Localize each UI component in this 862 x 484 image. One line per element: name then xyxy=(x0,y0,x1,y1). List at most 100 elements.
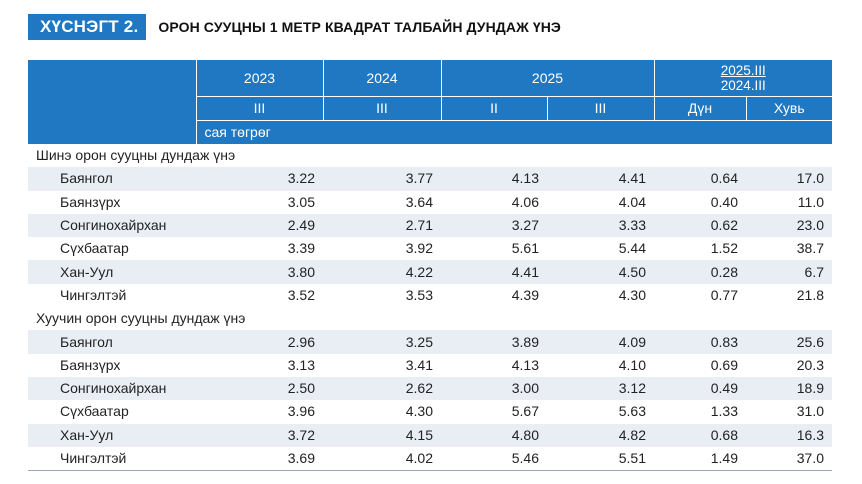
price-cell: 5.46 xyxy=(441,446,547,472)
price-cell: 3.52 xyxy=(196,283,323,308)
change-percent-cell: 37.0 xyxy=(746,446,833,472)
price-cell: 2.62 xyxy=(323,376,441,401)
district-name: Хан-Уул xyxy=(28,423,196,447)
table-row: Баянгол 2.96 3.25 3.89 4.09 0.83 25.6 xyxy=(28,330,833,354)
price-cell: 3.12 xyxy=(547,376,654,401)
table-title-text: ОРОН СУУЦНЫ 1 МЕТР КВАДРАТ ТАЛБАЙН ДУНДА… xyxy=(158,19,561,35)
price-cell: 4.13 xyxy=(441,167,547,191)
price-cell: 3.00 xyxy=(441,376,547,401)
district-name: Сонгинохайрхан xyxy=(28,376,196,401)
price-cell: 4.30 xyxy=(323,400,441,424)
district-name: Баянзүрх xyxy=(28,353,196,377)
header-unit: сая төгрөг xyxy=(196,120,833,144)
price-cell: 3.39 xyxy=(196,237,323,261)
change-amount-cell: 0.40 xyxy=(654,190,746,214)
table-title: ХҮСНЭГТ 2. ОРОН СУУЦНЫ 1 МЕТР КВАДРАТ ТА… xyxy=(28,14,561,40)
table-row: Сонгинохайрхан 2.49 2.71 3.27 3.33 0.62 23.0 xyxy=(28,213,833,238)
price-cell: 4.13 xyxy=(441,353,547,377)
table-row: Баянгол 3.22 3.77 4.13 4.41 0.64 17.0 xyxy=(28,167,833,191)
price-cell: 4.39 xyxy=(441,283,547,308)
price-cell: 4.82 xyxy=(547,423,654,447)
header-row-years: 2023 2024 2025 2025.III 2024.III xyxy=(28,60,833,144)
district-name: Чингэлтэй xyxy=(28,283,196,308)
price-cell: 4.15 xyxy=(323,423,441,447)
district-name: Баянзүрх xyxy=(28,190,196,214)
district-name: Сүхбаатар xyxy=(28,400,196,424)
price-cell: 5.44 xyxy=(547,237,654,261)
district-name: Баянгол xyxy=(28,167,196,191)
header-corner xyxy=(28,60,197,144)
price-cell: 4.09 xyxy=(547,330,654,354)
section-title: Хуучин орон сууцны дундаж үнэ xyxy=(28,307,833,331)
header-row-unit: сая төгрөг xyxy=(28,120,833,144)
price-cell: 3.27 xyxy=(441,213,547,238)
price-cell: 3.92 xyxy=(323,237,441,261)
price-cell: 3.96 xyxy=(196,400,323,424)
change-amount-cell: 0.68 xyxy=(654,423,746,447)
change-amount-cell: 0.83 xyxy=(654,330,746,354)
change-percent-cell: 31.0 xyxy=(746,400,833,424)
change-amount-cell: 0.64 xyxy=(654,167,746,191)
section-header-row: Хуучин орон сууцны дундаж үнэ xyxy=(28,307,833,331)
price-cell: 3.41 xyxy=(323,353,441,377)
change-percent-cell: 25.6 xyxy=(746,330,833,354)
district-name: Баянгол xyxy=(28,330,196,354)
price-cell: 3.25 xyxy=(323,330,441,354)
change-percent-cell: 17.0 xyxy=(746,167,833,191)
price-cell: 4.06 xyxy=(441,190,547,214)
price-cell: 5.61 xyxy=(441,237,547,261)
change-amount-cell: 0.49 xyxy=(654,376,746,401)
district-name: Чингэлтэй xyxy=(28,446,196,472)
header-change-period: 2025.III 2024.III xyxy=(654,60,833,97)
price-cell: 4.30 xyxy=(547,283,654,308)
change-amount-cell: 1.52 xyxy=(654,237,746,261)
price-cell: 3.33 xyxy=(547,213,654,238)
table-row: Чингэлтэй 3.69 4.02 5.46 5.51 1.49 37.0 xyxy=(28,446,833,472)
section-title: Шинэ орон сууцны дундаж үнэ xyxy=(28,144,833,168)
price-cell: 3.53 xyxy=(323,283,441,308)
price-cell: 3.64 xyxy=(323,190,441,214)
price-cell: 4.50 xyxy=(547,260,654,284)
district-name: Сүхбаатар xyxy=(28,237,196,261)
price-cell: 4.02 xyxy=(323,446,441,472)
price-cell: 2.71 xyxy=(323,213,441,238)
change-period-base: 2024.III xyxy=(720,77,766,93)
change-percent-cell: 16.3 xyxy=(746,423,833,447)
table-row: Сүхбаатар 3.39 3.92 5.61 5.44 1.52 38.7 xyxy=(28,237,833,261)
header-year-2025: 2025 xyxy=(441,60,655,97)
header-quarter: III xyxy=(196,96,324,121)
header-change-amount: Дүн xyxy=(654,96,747,121)
price-cell: 3.77 xyxy=(323,167,441,191)
price-cell: 4.22 xyxy=(323,260,441,284)
price-cell: 3.80 xyxy=(196,260,323,284)
table-row: Сонгинохайрхан 2.50 2.62 3.00 3.12 0.49 18.9 xyxy=(28,376,833,401)
change-percent-cell: 18.9 xyxy=(746,376,833,401)
price-cell: 3.89 xyxy=(441,330,547,354)
price-table: 2023 2024 2025 2025.III 2024.III III III… xyxy=(28,60,833,472)
table-row: Баянзүрх 3.05 3.64 4.06 4.04 0.40 11.0 xyxy=(28,190,833,214)
price-cell: 2.96 xyxy=(196,330,323,354)
change-amount-cell: 1.49 xyxy=(654,446,746,472)
table-number-badge: ХҮСНЭГТ 2. xyxy=(28,14,147,40)
price-cell: 5.51 xyxy=(547,446,654,472)
change-amount-cell: 0.69 xyxy=(654,353,746,377)
price-cell: 2.49 xyxy=(196,213,323,238)
header-row-quarters: III III II III Дүн Хувь xyxy=(28,96,833,121)
price-cell: 4.80 xyxy=(441,423,547,447)
price-cell: 3.22 xyxy=(196,167,323,191)
change-percent-cell: 6.7 xyxy=(746,260,833,284)
price-cell: 4.10 xyxy=(547,353,654,377)
table-row: Хан-Уул 3.72 4.15 4.80 4.82 0.68 16.3 xyxy=(28,423,833,447)
price-cell: 3.69 xyxy=(196,446,323,472)
price-cell: 5.63 xyxy=(547,400,654,424)
price-cell: 4.41 xyxy=(441,260,547,284)
table-row: Баянзүрх 3.13 3.41 4.13 4.10 0.69 20.3 xyxy=(28,353,833,377)
change-percent-cell: 21.8 xyxy=(746,283,833,308)
price-cell: 4.41 xyxy=(547,167,654,191)
price-cell: 3.13 xyxy=(196,353,323,377)
header-quarter: III xyxy=(323,96,442,121)
table-row: Хан-Уул 3.80 4.22 4.41 4.50 0.28 6.7 xyxy=(28,260,833,284)
change-period-current: 2025.III xyxy=(720,62,766,78)
header-change-percent: Хувь xyxy=(746,96,833,121)
header-year-2024: 2024 xyxy=(323,60,442,97)
